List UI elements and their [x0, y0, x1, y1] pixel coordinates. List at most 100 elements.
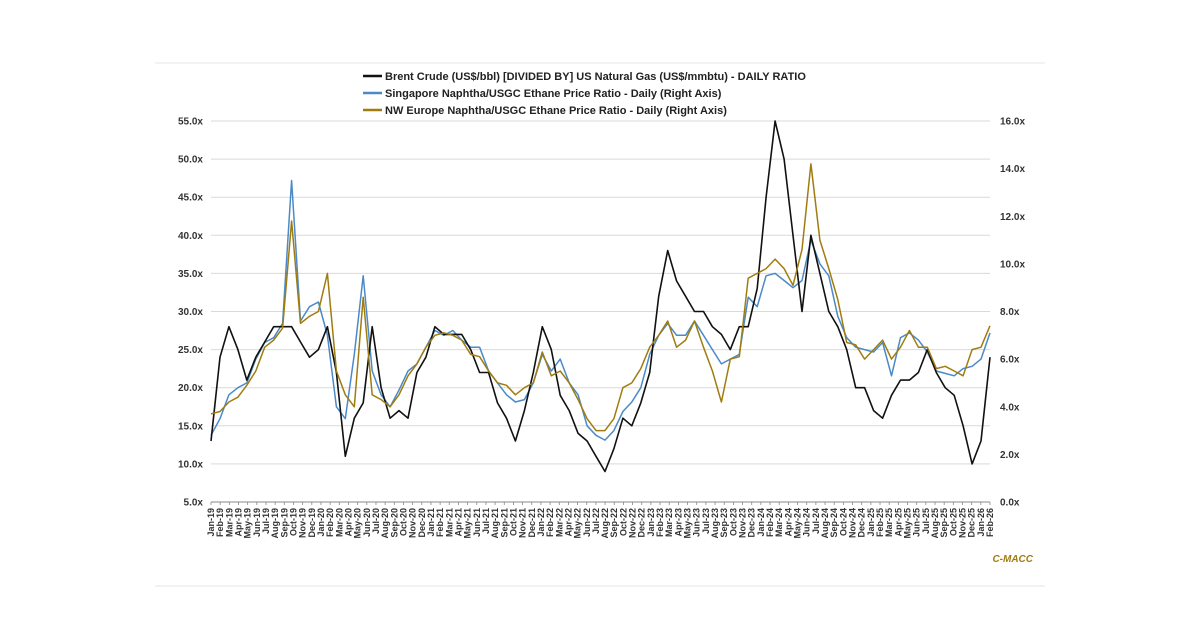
x-tick-label: Jun-21 — [472, 508, 482, 537]
x-tick-label: Sep-21 — [499, 508, 509, 538]
x-tick-label: Apr-21 — [453, 508, 463, 537]
x-tick-label: Oct-22 — [618, 508, 628, 536]
x-tick-label: Apr-19 — [233, 508, 243, 537]
x-tick-label: May-25 — [903, 508, 913, 539]
right-y-tick-label: 4.0x — [1000, 402, 1020, 413]
left-y-tick-label: 20.0x — [178, 383, 203, 394]
x-tick-label: Nov-21 — [518, 508, 528, 538]
x-tick-label: Oct-23 — [728, 508, 738, 536]
x-tick-label: Sep-25 — [939, 508, 949, 538]
x-tick-label: Feb-22 — [545, 508, 555, 537]
x-tick-label: Nov-20 — [408, 508, 418, 538]
x-tick-label: Jun-20 — [362, 508, 372, 537]
x-tick-label: Jul-24 — [811, 508, 821, 534]
right-y-tick-label: 6.0x — [1000, 355, 1020, 366]
x-tick-label: May-20 — [353, 508, 363, 539]
x-tick-label: Nov-22 — [628, 508, 638, 538]
x-tick-label: Aug-19 — [270, 508, 280, 539]
x-tick-label: Nov-25 — [958, 508, 968, 538]
x-tick-label: Aug-25 — [930, 508, 940, 539]
x-tick-label: Aug-20 — [380, 508, 390, 539]
series-lines — [210, 120, 991, 473]
x-tick-label: Jan-22 — [536, 508, 546, 537]
x-tick-label: May-19 — [243, 508, 253, 539]
legend-label-singapore: Singapore Naphtha/USGC Ethane Price Rati… — [385, 88, 722, 100]
x-tick-label: Sep-22 — [609, 508, 619, 538]
left-y-axis-ticks: 5.0x 10.0x 15.0x 20.0x 25.0x 30.0x 35.0x 40.0x 4… — [178, 117, 203, 509]
series-singapore-line — [210, 179, 991, 441]
x-tick-label: Dec-23 — [747, 508, 757, 538]
series-brent-line — [210, 120, 991, 473]
x-tick-label: Apr-24 — [783, 508, 793, 537]
x-tick-label: Nov-24 — [848, 508, 858, 538]
x-tick-label: Jan-21 — [426, 508, 436, 537]
x-tick-label: Jun-19 — [252, 508, 262, 537]
x-tick-label: Oct-19 — [288, 508, 298, 536]
x-tick-label: Mar-22 — [554, 508, 564, 537]
x-tick-label: Mar-25 — [884, 508, 894, 537]
x-tick-label: Apr-23 — [673, 508, 683, 537]
x-tick-label: May-23 — [683, 508, 693, 539]
x-tick-label: May-21 — [463, 508, 473, 539]
x-tick-label: May-22 — [573, 508, 583, 539]
x-tick-label: Oct-21 — [508, 508, 518, 536]
x-tick-label: Sep-19 — [279, 508, 289, 538]
left-y-tick-label: 45.0x — [178, 193, 203, 204]
x-tick-label: Aug-23 — [710, 508, 720, 539]
x-tick-label: Nov-19 — [298, 508, 308, 538]
x-tick-label: Jun-25 — [912, 508, 922, 537]
x-tick-label: Dec-19 — [307, 508, 317, 538]
x-tick-label: Jun-23 — [692, 508, 702, 537]
x-tick-label: Mar-24 — [774, 508, 784, 537]
right-y-tick-label: 10.0x — [1000, 259, 1025, 270]
x-tick-label: Feb-20 — [325, 508, 335, 537]
x-tick-label: Feb-21 — [435, 508, 445, 537]
x-tick-label: Feb-25 — [875, 508, 885, 537]
left-y-tick-label: 5.0x — [184, 498, 204, 509]
x-tick-label: Jan-20 — [316, 508, 326, 537]
x-tick-label: Apr-22 — [563, 508, 573, 537]
x-axis-ticks: Jan-19 Feb-19 Mar-19 Apr-19 May-19 Jun-19 Jul-… — [206, 502, 995, 539]
x-tick-label: Mar-19 — [224, 508, 234, 537]
x-tick-label: Aug-21 — [490, 508, 500, 539]
legend: Brent Crude (US$/bbl) [DIVIDED BY] US Na… — [363, 71, 806, 117]
legend-label-nwe: NW Europe Naphtha/USGC Ethane Price Rati… — [385, 105, 727, 117]
x-tick-label: Aug-22 — [600, 508, 610, 539]
x-tick-label: Mar-21 — [444, 508, 454, 537]
x-tick-label: Dec-24 — [857, 508, 867, 538]
x-tick-label: Jun-24 — [802, 508, 812, 537]
right-y-axis-ticks: 0.0x 2.0x 4.0x 6.0x 8.0x 10.0x 12.0x 14.0x 16.0x — [1000, 117, 1025, 509]
x-tick-label: Apr-25 — [893, 508, 903, 537]
x-tick-label: Sep-23 — [719, 508, 729, 538]
x-tick-label: Feb-23 — [655, 508, 665, 537]
left-y-tick-label: 55.0x — [178, 117, 203, 128]
x-tick-label: Apr-20 — [343, 508, 353, 537]
left-y-tick-label: 50.0x — [178, 155, 203, 166]
x-tick-label: Sep-20 — [389, 508, 399, 538]
x-tick-label: Jan-26 — [976, 508, 986, 537]
x-tick-label: Dec-22 — [637, 508, 647, 538]
x-tick-label: Jan-24 — [756, 508, 766, 537]
x-tick-label: Oct-25 — [948, 508, 958, 536]
x-tick-label: Dec-20 — [417, 508, 427, 538]
left-y-tick-label: 10.0x — [178, 459, 203, 470]
x-tick-label: Jul-23 — [701, 508, 711, 534]
x-tick-label: Nov-23 — [738, 508, 748, 538]
x-tick-label: Jul-19 — [261, 508, 271, 534]
x-tick-label: Mar-23 — [664, 508, 674, 537]
right-y-tick-label: 2.0x — [1000, 450, 1020, 461]
x-tick-label: Jul-25 — [921, 508, 931, 534]
x-tick-label: Jan-19 — [206, 508, 216, 537]
x-tick-label: Oct-24 — [838, 508, 848, 536]
x-tick-label: Feb-24 — [765, 508, 775, 537]
legend-label-brent: Brent Crude (US$/bbl) [DIVIDED BY] US Na… — [385, 71, 806, 83]
x-tick-label: Aug-24 — [820, 508, 830, 539]
left-y-tick-label: 35.0x — [178, 269, 203, 280]
x-tick-label: Dec-21 — [527, 508, 537, 538]
left-y-tick-label: 30.0x — [178, 307, 203, 318]
right-y-tick-label: 0.0x — [1000, 498, 1020, 509]
x-tick-label: Jul-22 — [591, 508, 601, 534]
gridlines — [211, 120, 990, 465]
